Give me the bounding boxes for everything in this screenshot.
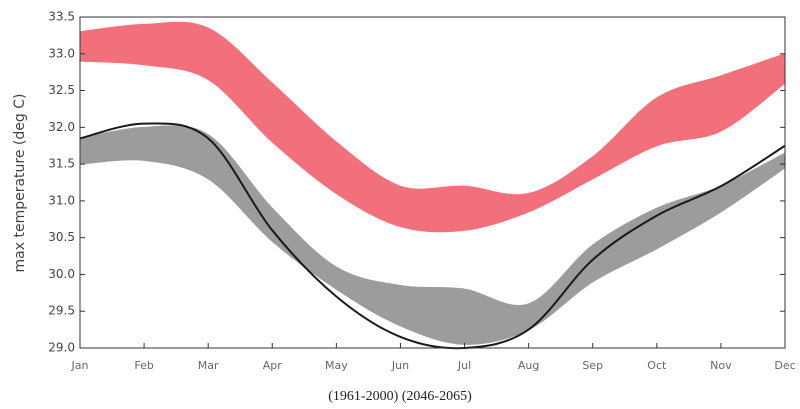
y-tick-label: 32.5 [48,83,75,97]
series-name: (1961-2000) [328,389,398,404]
line [79,122,786,350]
y-tick-label: 33.5 [48,10,75,24]
x-tick-label: Dec [774,359,795,372]
y-tick-label: 30.0 [48,267,75,281]
x-tick-label: May [325,359,348,372]
x-tick-label: Feb [134,359,153,372]
y-tick-label: 31.5 [48,157,75,171]
x-tick-label: Sep [582,359,603,372]
x-tick-label: Nov [710,359,732,372]
plot-frame [79,16,786,349]
y-tick-label: 33.0 [48,46,75,60]
range-band [79,125,786,345]
x-tick-label: Jul [457,359,471,372]
y-tick-label: 32.0 [48,120,75,134]
x-tick-label: Apr [263,359,283,372]
x-tick-label: Mar [198,359,219,372]
y-tick-label: 31.0 [48,193,75,207]
x-tick-label: Oct [647,359,667,372]
y-tick-label: 29.0 [48,341,75,355]
x-tick-label: Jun [391,359,409,372]
y-tick-label: 29.5 [48,304,75,318]
x-tick-label: Jan [71,359,89,372]
x-tick-label: Aug [518,359,539,372]
y-tick-label: 30.5 [48,230,75,244]
y-axis-label: max temperature (deg C) [12,94,28,273]
series-name: (2046-2065) [402,389,472,404]
caption: (1961-2000) (2046-2065) [328,389,472,404]
